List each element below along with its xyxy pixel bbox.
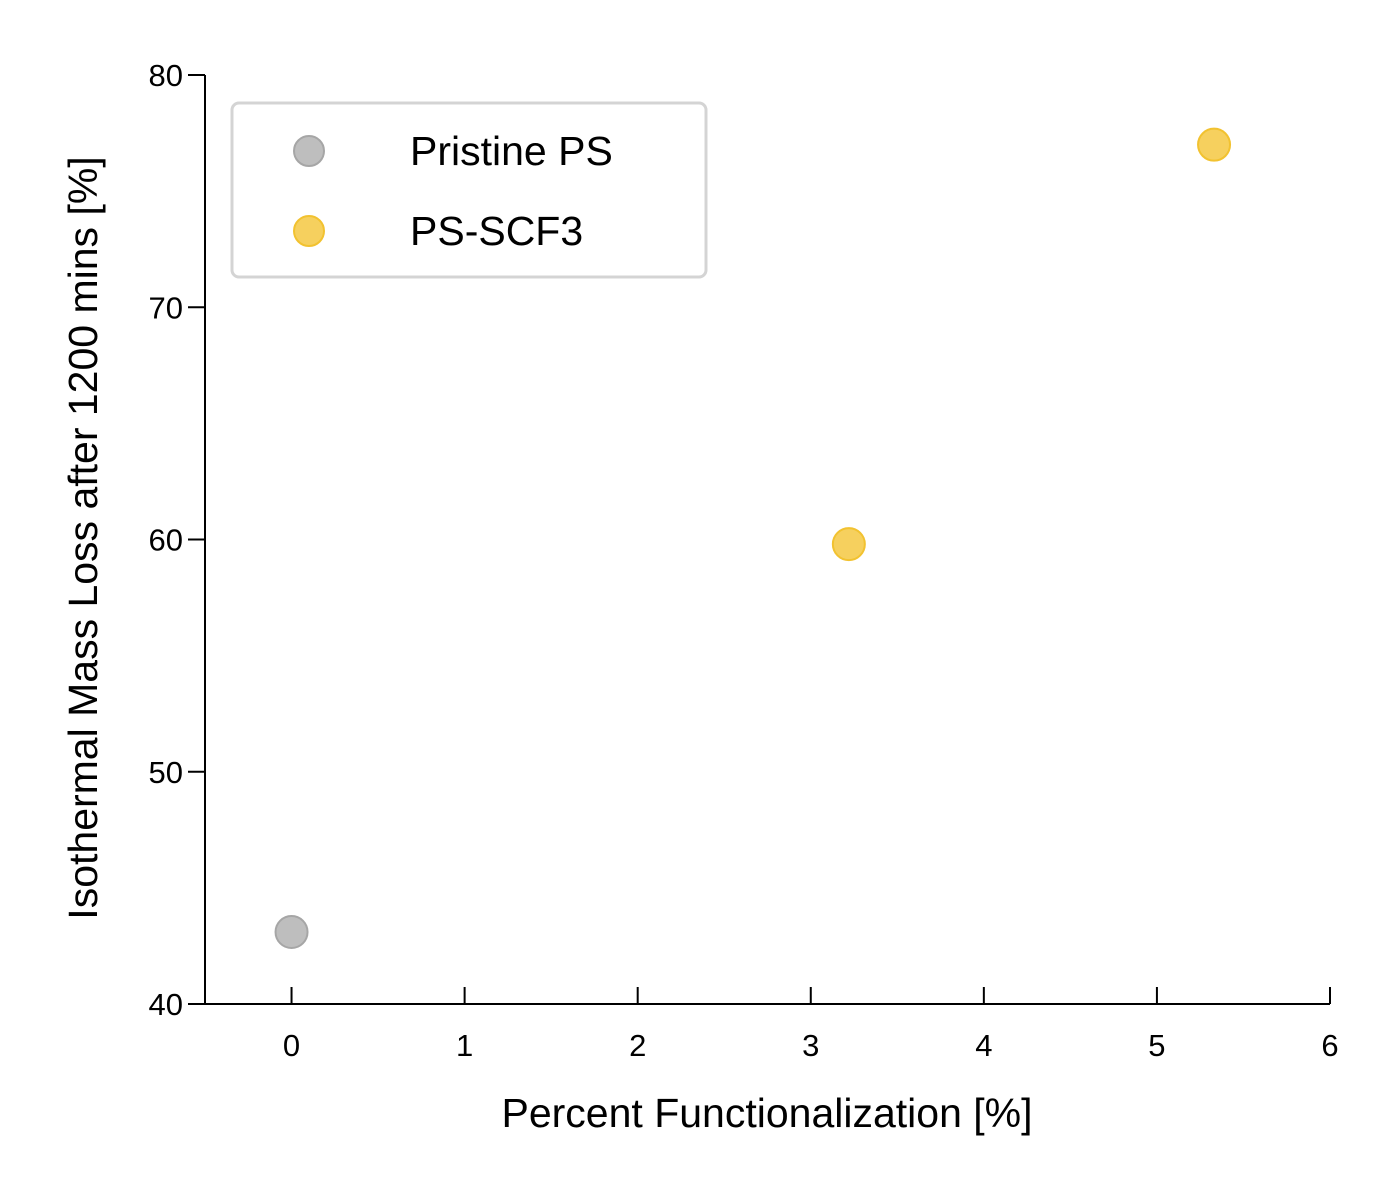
y-tick-label: 70 bbox=[149, 290, 183, 325]
legend-label-ps-scf3: PS-SCF3 bbox=[410, 208, 583, 254]
y-tick-label: 60 bbox=[149, 523, 183, 558]
x-tick-label: 3 bbox=[802, 1028, 819, 1063]
ticks: 0 1 2 3 4 5 6 40 50 60 70 80 bbox=[149, 58, 1339, 1063]
legend-marker-pristine-ps bbox=[293, 135, 325, 167]
data-point bbox=[831, 527, 866, 562]
x-axis-title: Percent Functionalization [%] bbox=[502, 1090, 1033, 1136]
x-tick-label: 2 bbox=[629, 1028, 646, 1063]
y-tick-label: 80 bbox=[149, 58, 183, 93]
data-point bbox=[274, 915, 309, 950]
x-tick-label: 1 bbox=[456, 1028, 473, 1063]
legend-marker-ps-scf3 bbox=[293, 215, 325, 247]
x-tick-label: 0 bbox=[283, 1028, 300, 1063]
x-tick-label: 5 bbox=[1148, 1028, 1165, 1063]
x-tick-label: 6 bbox=[1321, 1028, 1338, 1063]
y-tick-label: 40 bbox=[149, 987, 183, 1022]
legend: Pristine PS PS-SCF3 bbox=[230, 101, 708, 279]
data-points bbox=[274, 127, 1232, 950]
y-axis-title: Isothermal Mass Loss after 1200 mins [%] bbox=[60, 156, 106, 919]
x-tick-label: 4 bbox=[975, 1028, 992, 1063]
y-tick-label: 50 bbox=[149, 755, 183, 790]
data-point bbox=[1197, 127, 1232, 162]
legend-label-pristine-ps: Pristine PS bbox=[410, 128, 613, 174]
legend-box bbox=[230, 101, 708, 279]
